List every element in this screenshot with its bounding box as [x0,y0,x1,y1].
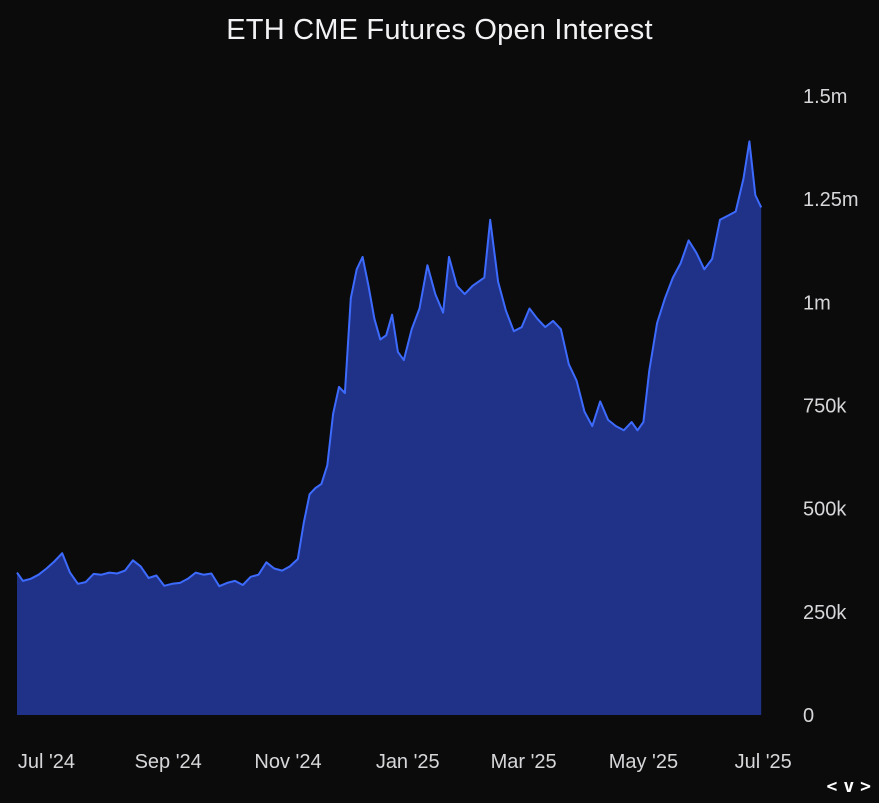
x-tick-label: Nov '24 [254,751,321,773]
x-tick-label: Mar '25 [491,751,557,773]
series-area [17,141,762,715]
y-tick-label: 500k [803,499,847,521]
x-tick-label: Jul '24 [18,751,75,773]
y-tick-label: 250k [803,602,847,624]
x-tick-label: Sep '24 [135,751,202,773]
prev-chart-button[interactable]: < [826,776,838,797]
x-tick-label: Jan '25 [376,751,440,773]
series-line [16,140,763,588]
next-chart-button[interactable]: > [860,776,871,797]
y-tick-label: 1.5m [803,86,847,108]
y-tick-label: 0 [803,705,814,727]
toggle-chart-button[interactable]: v [843,776,855,797]
x-tick-label: May '25 [609,751,678,773]
x-tick-label: Jul '25 [735,751,792,773]
y-tick-label: 1.25m [803,189,859,211]
chart-title: ETH CME Futures Open Interest [226,14,653,46]
y-tick-label: 1m [803,292,831,314]
y-tick-label: 750k [803,396,847,418]
chart-nav: < v > [826,776,871,797]
